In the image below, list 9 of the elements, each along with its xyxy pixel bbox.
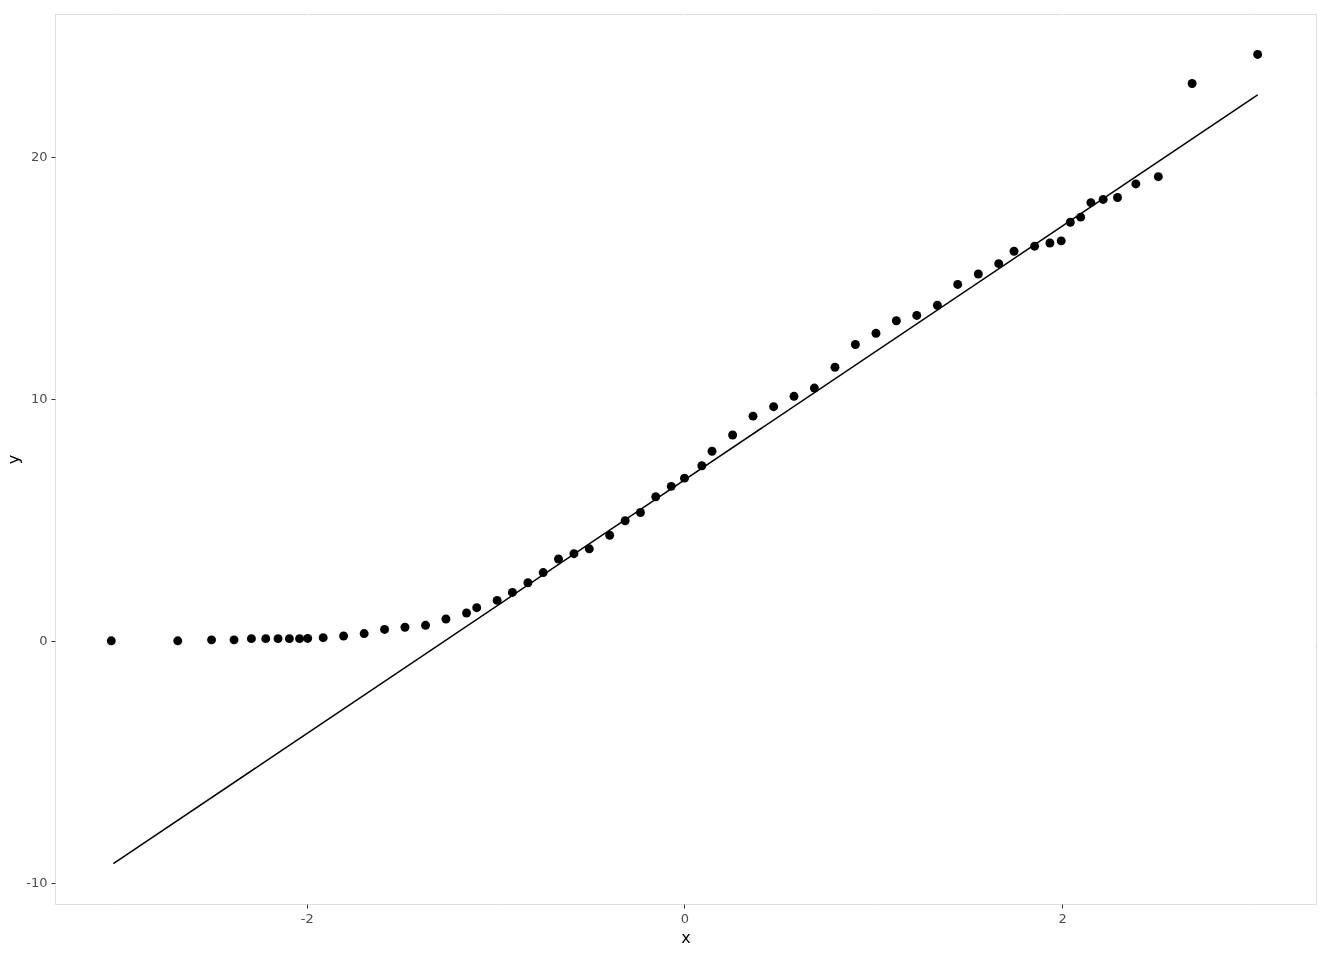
x-tick-label: -2: [300, 910, 314, 926]
x-tick-label: 0: [680, 910, 690, 926]
x-axis-title: x: [681, 927, 691, 947]
y-tick-label: 20: [30, 149, 48, 165]
y-axis-title: y: [4, 454, 24, 465]
y-tick-label: 10: [30, 391, 48, 407]
y-tick-label: -10: [26, 875, 48, 891]
y-tick-label: 0: [39, 633, 48, 649]
x-tick-label: 2: [1058, 910, 1067, 926]
